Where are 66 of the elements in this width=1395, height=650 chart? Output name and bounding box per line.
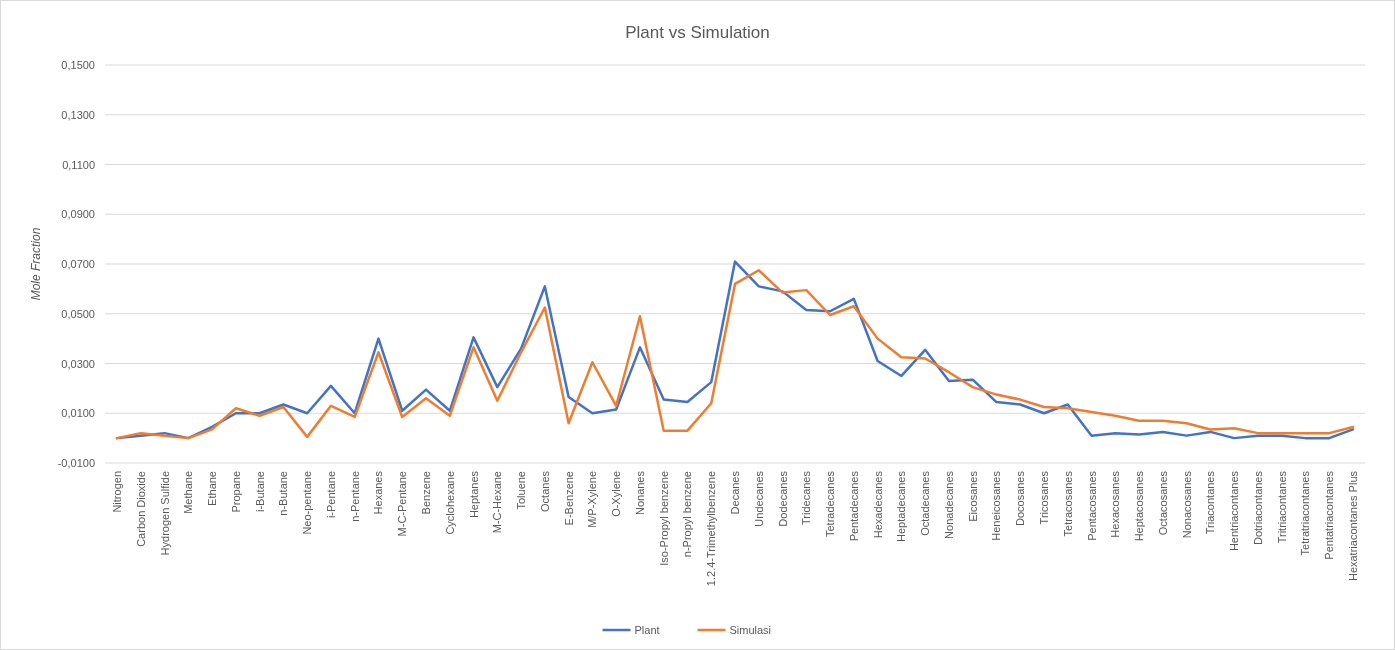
- x-tick-label: Iso-Propyl benzene: [657, 471, 670, 566]
- y-tick-label: 0,0300: [61, 357, 95, 370]
- x-tick-label: Tricosanes: [1038, 470, 1050, 525]
- x-tick-label: Cyclohexane: [443, 471, 456, 535]
- y-tick-label: 0,1300: [61, 108, 95, 121]
- x-tick-label: Hexacosanes: [1109, 470, 1122, 538]
- x-tick-label: Tetratriacontanes: [1299, 470, 1312, 556]
- x-tick-label: i-Pentane: [324, 471, 337, 519]
- legend-label: Simulasi: [729, 624, 772, 636]
- chart-title: Plant vs Simulation: [625, 23, 770, 42]
- x-tick-label: n-Propyl benzene: [681, 471, 694, 558]
- x-tick-label: n-Pentane: [348, 471, 361, 522]
- x-tick-label: Octacosanes: [1156, 470, 1169, 536]
- x-tick-label: Decanes: [729, 470, 741, 515]
- x-tick-label: Neo-pentane: [301, 471, 314, 535]
- x-tick-label: Toluene: [515, 471, 528, 510]
- x-tick-label: Methane: [182, 471, 195, 514]
- x-tick-label: Dotriacontanes: [1251, 470, 1264, 545]
- x-tick-label: Heptadecanes: [895, 470, 908, 542]
- x-tick-label: Dodecanes: [776, 470, 789, 527]
- x-tick-label: Hydrogen Sulfide: [158, 471, 171, 556]
- y-tick-label: 0,1100: [62, 158, 95, 171]
- y-tick-label: 0,0100: [61, 407, 95, 420]
- x-tick-label: Hentriacontanes: [1228, 470, 1241, 552]
- x-tick-label: Heneicosanes: [990, 470, 1003, 541]
- x-tick-label: Ethane: [206, 471, 219, 506]
- y-axis-title: Mole Fraction: [29, 227, 43, 301]
- y-tick-label: 0,0900: [61, 208, 95, 221]
- y-tick-label: 0,0500: [61, 307, 95, 320]
- x-tick-label: M-C-Pentane: [396, 471, 409, 537]
- x-tick-label: O-Xylene: [610, 471, 623, 517]
- x-tick-label: Hexadecanes: [871, 470, 884, 539]
- x-tick-label: Nitrogen: [111, 471, 123, 513]
- x-tick-label: Eicosanes: [966, 470, 979, 522]
- x-tick-label: Octadecanes: [919, 470, 932, 536]
- x-tick-label: Tritriacontanes: [1275, 470, 1288, 544]
- x-tick-label: Benzene: [420, 471, 432, 515]
- x-tick-label: Nonadecanes: [942, 470, 955, 539]
- x-tick-label: n-Butane: [277, 471, 290, 516]
- x-tick-label: Heptacosanes: [1133, 470, 1146, 542]
- x-tick-label: Undecanes: [752, 470, 765, 527]
- x-tick-label: Tetracosanes: [1061, 470, 1074, 537]
- x-tick-label: Heptanes: [467, 470, 480, 519]
- x-tick-label: Pentadecanes: [847, 470, 860, 542]
- x-tick-label: E-Benzene: [562, 471, 575, 526]
- x-tick-label: Carbon Dioxide: [134, 471, 147, 547]
- y-tick-label: 0,1500: [61, 59, 95, 71]
- x-tick-label: Pentacosanes: [1085, 470, 1098, 541]
- y-tick-label: 0,0700: [61, 258, 95, 270]
- x-tick-label: Hexanes: [372, 470, 385, 515]
- x-tick-label: Nonacosanes: [1180, 470, 1193, 539]
- x-tick-label: Hexatriacontanes Plus: [1347, 470, 1359, 582]
- x-tick-label: Octanes: [538, 470, 551, 512]
- x-tick-label: M-C-Hexane: [491, 471, 504, 534]
- x-tick-label: 1.2.4-Trimethylbenzene: [705, 471, 718, 587]
- x-tick-label: Propane: [229, 471, 242, 513]
- x-tick-label: Pentatriacontanes: [1323, 470, 1336, 560]
- x-tick-label: Docosanes: [1014, 470, 1027, 527]
- x-tick-label: M/P-Xylene: [586, 471, 599, 528]
- y-tick-label: -0,0100: [57, 457, 95, 469]
- legend-label: Plant: [634, 624, 660, 636]
- x-tick-label: Nonanes: [633, 470, 646, 516]
- x-tick-label: Triacontanes: [1204, 470, 1217, 535]
- x-tick-label: Tetradecanes: [824, 470, 837, 538]
- x-tick-label: i-Butane: [253, 471, 266, 512]
- x-tick-label: Tridecanes: [800, 470, 813, 526]
